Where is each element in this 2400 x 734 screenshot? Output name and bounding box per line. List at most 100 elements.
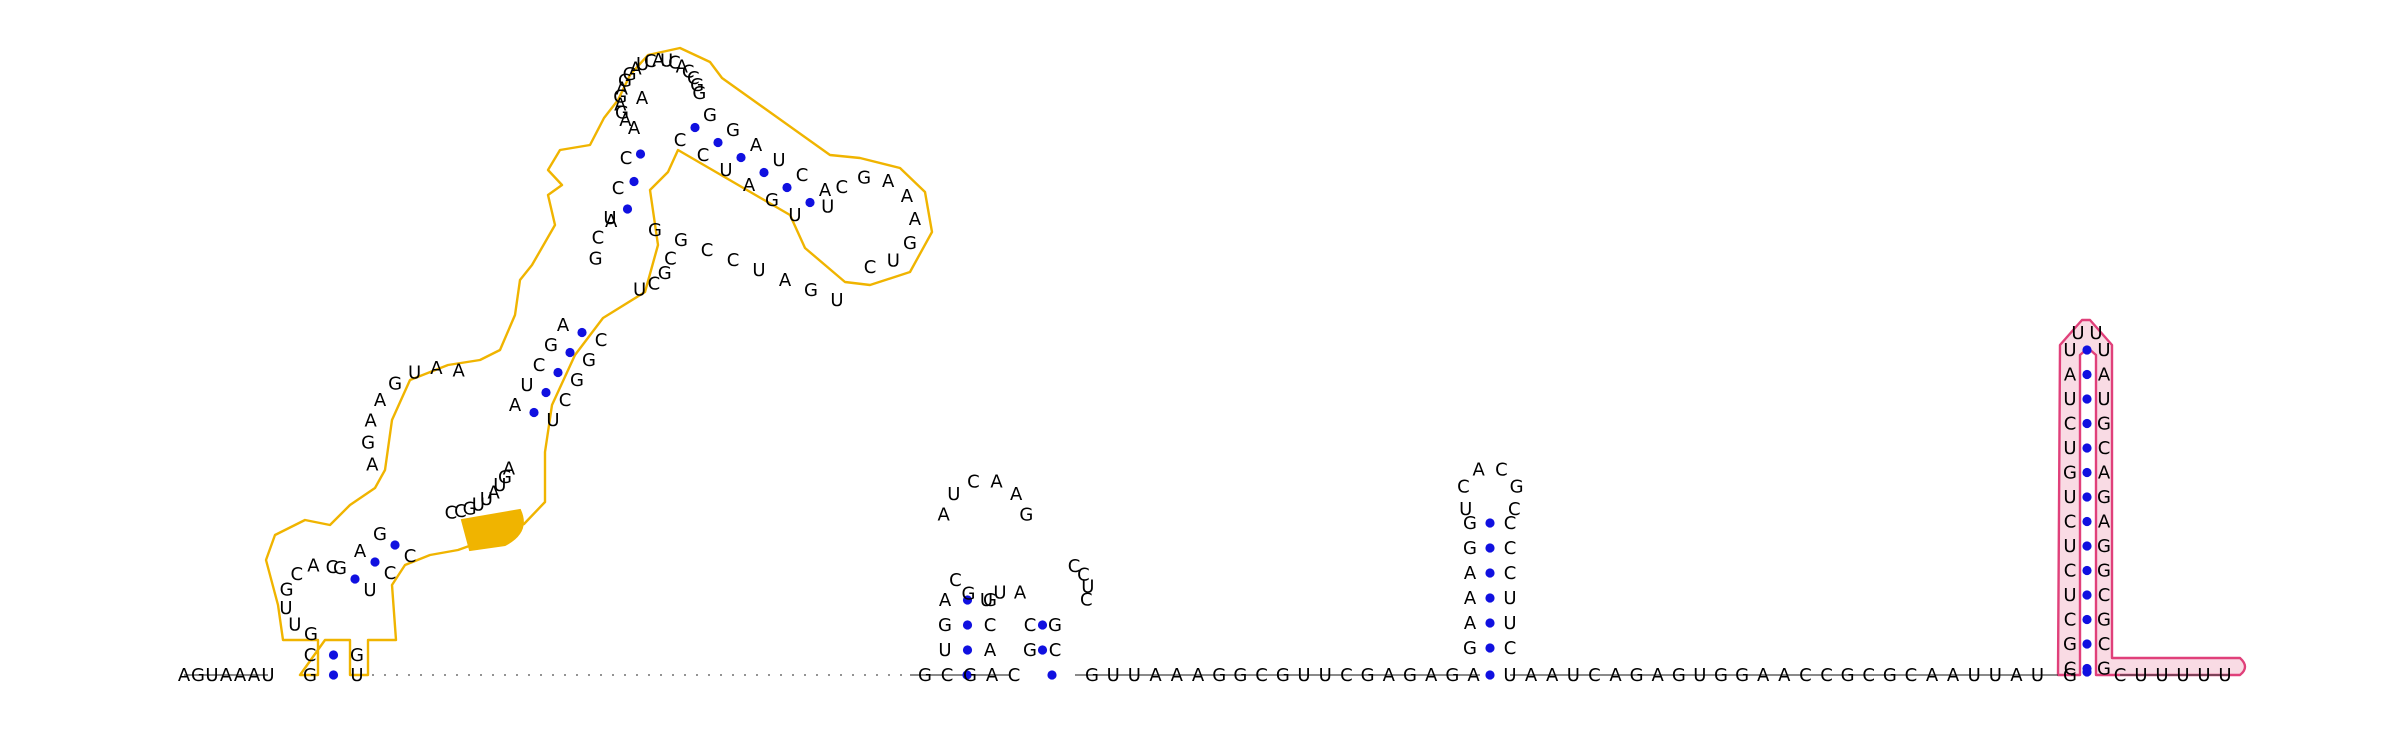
linker-nucleotide: U bbox=[2031, 665, 2044, 686]
terminator-nucleotide: U bbox=[2063, 487, 2076, 508]
terminator-tail-nucleotide: C bbox=[2114, 665, 2127, 686]
linker-nucleotide: A bbox=[1425, 665, 1438, 686]
hairpin2-nucleotide: U bbox=[1459, 499, 1472, 520]
hairpin2-nucleotide: A bbox=[1464, 563, 1477, 584]
linker-nucleotide: A bbox=[1926, 665, 1939, 686]
terminator-nucleotide: C bbox=[2064, 561, 2077, 582]
hairpin2-nucleotide: U bbox=[1503, 613, 1516, 634]
hairpin1-nucleotide: G bbox=[1019, 505, 1033, 526]
terminator-nucleotide: U bbox=[2063, 585, 2076, 606]
base-pair-dot bbox=[577, 327, 587, 338]
base-pair-dot bbox=[2082, 590, 2092, 600]
base-pair-dot bbox=[962, 595, 973, 605]
domain-nucleotide: G bbox=[361, 433, 375, 454]
terminator-nucleotide: A bbox=[2098, 365, 2111, 386]
base-pair-dot bbox=[962, 670, 972, 680]
domain-nucleotide: U bbox=[719, 160, 732, 181]
hairpin1-nucleotide: C bbox=[1068, 556, 1081, 577]
domain-nucleotide: G bbox=[703, 105, 717, 126]
hairpin1-nucleotide: C bbox=[1008, 665, 1021, 686]
domain-nucleotide: C bbox=[612, 178, 625, 199]
domain-nucleotide: G bbox=[498, 467, 512, 488]
terminator-nucleotide: C bbox=[2098, 438, 2111, 459]
domain-nucleotide: A bbox=[750, 135, 763, 156]
domain-nucleotide: G bbox=[804, 280, 818, 301]
domain-nucleotide: A bbox=[503, 458, 516, 479]
domain-nucleotide: G bbox=[388, 374, 402, 395]
linker-nucleotide: A bbox=[1467, 665, 1480, 686]
linker-nucleotide: G bbox=[1883, 665, 1897, 686]
hairpin2-nucleotide: C bbox=[1457, 476, 1470, 497]
domain-nucleotide: U bbox=[603, 208, 616, 229]
hairpin1-nucleotide: U bbox=[938, 640, 951, 661]
base-pair-dot bbox=[2082, 541, 2092, 551]
linker-nucleotide: U bbox=[1989, 665, 2002, 686]
domain-nucleotide: U bbox=[830, 290, 843, 311]
domain-nucleotide: U bbox=[279, 598, 292, 619]
domain-nucleotide: U bbox=[520, 375, 533, 396]
domain-nucleotide: C bbox=[592, 227, 605, 248]
linker-nucleotide: G bbox=[1714, 665, 1728, 686]
base-pair-dot bbox=[390, 540, 400, 550]
domain-nucleotide: A bbox=[743, 175, 756, 196]
domain-nucleotide: A bbox=[374, 390, 387, 411]
domain-nucleotide: C bbox=[796, 165, 809, 186]
base-pair-dot bbox=[328, 650, 339, 660]
domain-nucleotide: U bbox=[660, 51, 673, 72]
terminator-nucleotide: G bbox=[2063, 463, 2077, 484]
hairpin1-nucleotide: C bbox=[949, 570, 962, 591]
domain-envelope bbox=[264, 46, 2247, 677]
domain-nucleotide: C bbox=[404, 546, 417, 567]
hairpin1-nucleotide: G bbox=[918, 665, 932, 686]
base-pair-dot bbox=[328, 670, 339, 680]
domain-nucleotide: G bbox=[618, 71, 632, 92]
terminator-nucleotide: G bbox=[2097, 414, 2111, 435]
domain-nucleotide: G bbox=[674, 230, 688, 251]
base-pair-dot bbox=[629, 176, 639, 187]
domain-nucleotide: C bbox=[648, 274, 661, 295]
terminator-tail-nucleotide: U bbox=[2155, 665, 2168, 686]
domain-nucleotide: C bbox=[595, 330, 608, 351]
base-pair-dot bbox=[2082, 394, 2092, 404]
domain-nucleotide: G bbox=[692, 83, 706, 104]
domain-nucleotide: C bbox=[304, 645, 317, 666]
domain-nucleotide: A bbox=[614, 95, 627, 116]
domain-nucleotide: A bbox=[909, 209, 922, 230]
domain-nucleotide: G bbox=[690, 75, 704, 96]
domain-nucleotide: U bbox=[546, 410, 559, 431]
base-pair-dot bbox=[2082, 492, 2092, 502]
domain-nucleotide: A bbox=[605, 211, 618, 232]
lead-nucleotide: A bbox=[178, 665, 191, 686]
base-pair-dot bbox=[1485, 670, 1495, 680]
domain-nucleotide: U bbox=[633, 279, 646, 300]
domain-nucleotide: A bbox=[354, 541, 367, 562]
domain-nucleotide: G bbox=[903, 233, 917, 254]
base-pair-dot bbox=[2082, 345, 2092, 355]
domain-nucleotide: C bbox=[644, 51, 657, 72]
terminator-tail-nucleotide: U bbox=[2218, 665, 2231, 686]
linker-nucleotide: C bbox=[1862, 665, 1875, 686]
domain-nucleotide: C bbox=[727, 250, 740, 271]
domain-nucleotide: C bbox=[674, 130, 687, 151]
base-pair-dot bbox=[1485, 568, 1495, 578]
terminator-nucleotide: C bbox=[2064, 414, 2077, 435]
domain-nucleotide: C bbox=[384, 563, 397, 584]
hairpin1-nucleotide: G bbox=[1048, 615, 1062, 636]
domain-nucleotide: U bbox=[472, 494, 485, 515]
domain-nucleotide: A bbox=[676, 56, 689, 77]
lead-nucleotide: G bbox=[191, 665, 205, 686]
terminator-nucleotide: G bbox=[2097, 561, 2111, 582]
domain-nucleotide: U bbox=[821, 197, 834, 218]
base-pair-dot bbox=[1485, 643, 1495, 653]
hairpin1-nucleotide: A bbox=[1010, 484, 1023, 505]
base-pair-dot bbox=[713, 137, 723, 148]
domain-nucleotide: G bbox=[613, 86, 627, 107]
domain-nucleotide: G bbox=[658, 263, 672, 284]
domain-nucleotide: G bbox=[303, 665, 317, 686]
domain-nucleotide: U bbox=[480, 489, 493, 510]
domain-nucleotide: G bbox=[544, 335, 558, 356]
hairpin1-nucleotide: G bbox=[983, 590, 997, 611]
domain-nucleotide: C bbox=[454, 501, 467, 522]
